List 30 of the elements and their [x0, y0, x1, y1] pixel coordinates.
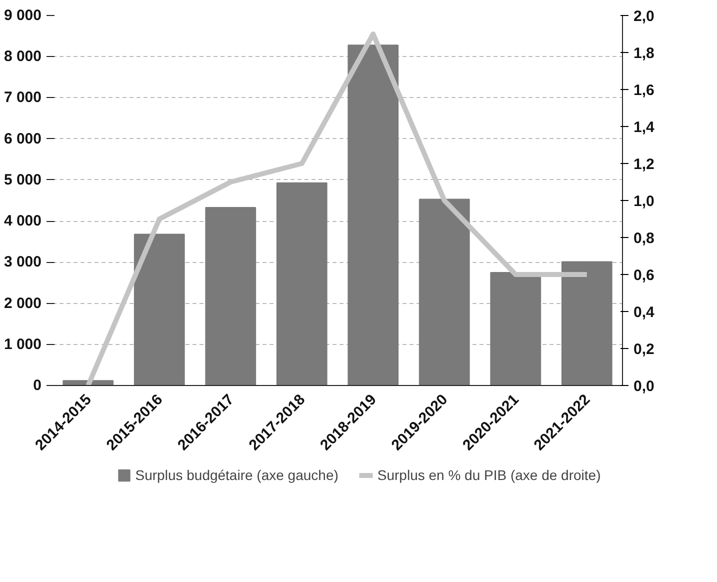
y-tick-label: 9 000: [4, 7, 42, 24]
y2-tick-label: 0,6: [634, 267, 654, 284]
y-tick-label: 1 000: [4, 336, 42, 353]
y2-tick-label: 0,8: [634, 230, 654, 247]
y2-tick-label: 0,4: [634, 304, 656, 321]
legend-label: Surplus en % du PIB (axe de droite): [377, 467, 601, 483]
y-tick-label: 4 000: [4, 212, 42, 230]
y2-tick-label: 1,0: [634, 193, 654, 210]
y-tick-label: 5 000: [4, 171, 42, 188]
y2-tick-label: 0,2: [634, 341, 654, 358]
bar: [348, 44, 399, 386]
bar: [205, 206, 256, 386]
y2-tick-label: 0,0: [634, 378, 654, 395]
bar: [561, 261, 612, 386]
y-tick-label: 3 000: [4, 254, 42, 271]
y2-tick-label: 1,2: [634, 156, 654, 173]
y2-tick-label: 1,4: [634, 119, 656, 136]
y2-tick-label: 1,6: [634, 82, 654, 99]
bar: [134, 234, 185, 386]
y-tick-label: 8 000: [4, 48, 42, 66]
bar: [490, 272, 542, 386]
y2-tick-label: 1,8: [634, 45, 654, 62]
bar: [276, 182, 328, 386]
y-tick-label: 2 000: [4, 294, 42, 312]
legend-label: Surplus budgétaire (axe gauche): [135, 467, 338, 483]
y-tick-label: 7 000: [4, 89, 42, 106]
bar: [418, 198, 470, 386]
y2-tick-label: 2,0: [634, 8, 654, 25]
y-tick-label: 0: [33, 377, 42, 394]
y-tick-label: 6 000: [4, 130, 42, 148]
